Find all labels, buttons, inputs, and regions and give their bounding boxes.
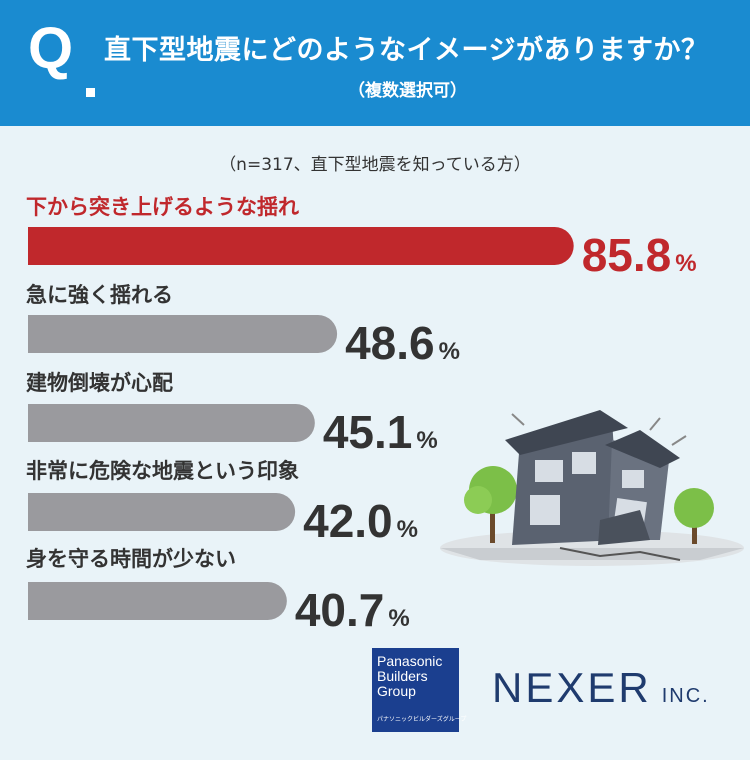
bar-value-unit: % xyxy=(416,427,437,454)
pbg-line-2: Builders xyxy=(377,668,428,684)
bar xyxy=(28,493,296,531)
bar-label: 非常に危険な地震という印象 xyxy=(26,459,299,483)
bar-value-unit: % xyxy=(675,250,696,277)
bar-value-label: 45.1% xyxy=(323,406,438,458)
bar-value-unit: % xyxy=(397,516,418,543)
collapsed-house-illustration xyxy=(440,410,744,566)
pbg-line-4: パナソニックビルダーズグループ xyxy=(377,717,467,723)
bar xyxy=(28,227,574,265)
bar-value-unit: % xyxy=(388,605,409,632)
sample-note: （n=317、直下型地震を知っている方） xyxy=(219,155,531,175)
bar-value-label: 48.6% xyxy=(345,317,460,369)
pbg-logo-text: Panasonic Builders Group xyxy=(377,654,442,699)
nexer-logo: NEXER INC. xyxy=(492,664,710,712)
bar xyxy=(28,315,338,353)
bar xyxy=(28,582,287,620)
q-mark: Q xyxy=(28,16,74,81)
question-title: 直下型地震にどのようなイメージがありますか？ xyxy=(104,35,709,66)
bar-label: 下から突き上げるような揺れ xyxy=(26,195,299,219)
bar-label: 急に強く揺れる xyxy=(26,283,173,307)
bar-label: 身を守る時間が少ない xyxy=(26,547,236,571)
bar-value-label: 40.7% xyxy=(295,584,410,636)
bar xyxy=(28,404,315,442)
bar-value-unit: % xyxy=(439,338,460,365)
bar-value-label: 42.0% xyxy=(303,495,418,547)
panasonic-builders-group-logo: Panasonic Builders Group パナソニックビルダーズグループ xyxy=(372,648,466,732)
bar-value-label: 85.8% xyxy=(582,229,697,281)
q-dot xyxy=(86,88,95,97)
bar-label: 建物倒壊が心配 xyxy=(26,371,173,395)
nexer-logo-suffix: INC. xyxy=(661,685,710,707)
pbg-line-3: Group xyxy=(377,683,416,699)
question-subtitle: （複数選択可） xyxy=(348,81,467,101)
pbg-line-1: Panasonic xyxy=(377,653,443,669)
nexer-logo-main: NEXER xyxy=(492,664,652,711)
question-header: Q 直下型地震にどのようなイメージがありますか？ （複数選択可） xyxy=(0,0,750,126)
